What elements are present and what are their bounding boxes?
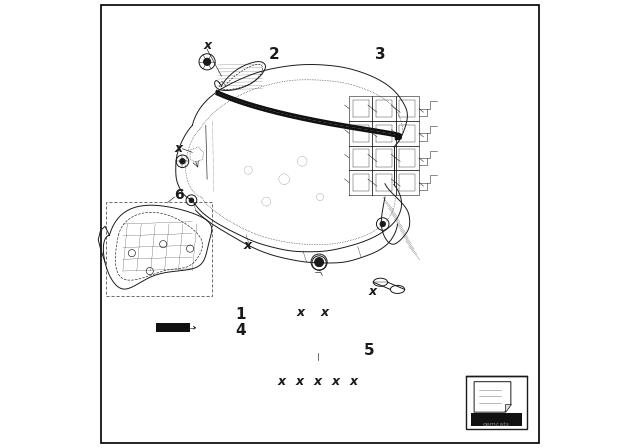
Polygon shape [474, 382, 511, 412]
Text: x: x [369, 284, 377, 298]
Circle shape [180, 159, 185, 164]
Text: x: x [243, 239, 252, 252]
Bar [157, 323, 190, 332]
Text: x: x [321, 306, 328, 319]
Circle shape [380, 221, 385, 227]
Circle shape [189, 198, 194, 202]
Bar [470, 413, 522, 426]
Text: 1: 1 [235, 307, 245, 322]
Text: x: x [278, 375, 286, 388]
Text: x: x [349, 375, 358, 388]
Text: x: x [296, 375, 304, 388]
Text: oemcats: oemcats [483, 422, 510, 427]
Text: x: x [314, 375, 322, 388]
Ellipse shape [390, 285, 404, 293]
Text: x: x [332, 375, 340, 388]
Text: 6: 6 [174, 188, 184, 202]
Bar [466, 376, 527, 429]
Circle shape [204, 58, 211, 65]
Text: 3: 3 [374, 47, 385, 62]
Text: x: x [203, 39, 211, 52]
Text: 4: 4 [235, 323, 246, 338]
Polygon shape [504, 404, 511, 412]
Text: 5: 5 [364, 343, 374, 358]
Text: x: x [297, 306, 305, 319]
Circle shape [316, 259, 323, 267]
Circle shape [315, 258, 324, 267]
Text: 2: 2 [269, 47, 279, 62]
Text: x: x [175, 142, 183, 155]
